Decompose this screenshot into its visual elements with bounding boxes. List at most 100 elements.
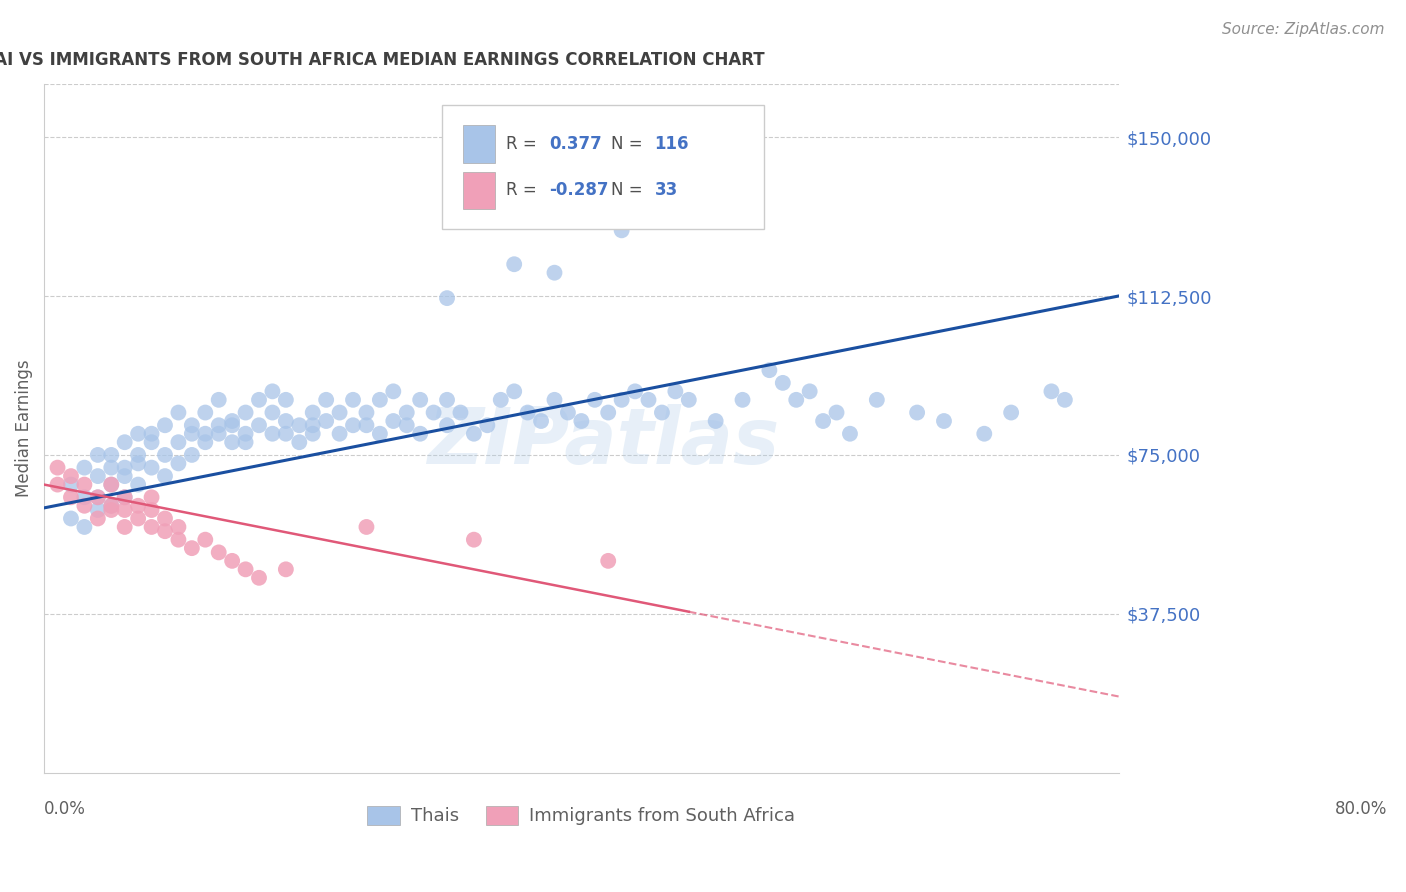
Bar [463,126,495,163]
Point [463,426,485,441]
Point [100,499,122,513]
Point [651,405,673,419]
Point [262,384,284,399]
Point [87,491,110,505]
Text: 116: 116 [654,135,689,153]
Point [315,392,337,407]
Y-axis label: Median Earnings: Median Earnings [15,359,32,497]
Point [543,266,565,280]
Point [247,418,270,433]
Point [100,448,122,462]
Point [221,554,243,568]
Point [637,392,659,407]
Point [180,426,202,441]
Point [180,448,202,462]
Text: N =: N = [612,135,648,153]
Bar [463,171,495,210]
Point [127,477,149,491]
Point [436,418,458,433]
Point [569,414,592,428]
Point [153,469,176,483]
Point [274,562,297,576]
Point [208,426,231,441]
Text: N =: N = [612,181,648,199]
Point [301,418,323,433]
Point [382,414,405,428]
Point [1040,384,1063,399]
Point [127,499,149,513]
Point [73,491,96,505]
Text: ZIPatlas: ZIPatlas [426,404,779,480]
Point [73,460,96,475]
Point [180,541,202,556]
Point [973,426,995,441]
Point [114,520,136,534]
Point [235,562,257,576]
Point [73,499,96,513]
Point [46,477,69,491]
Point [463,533,485,547]
Point [247,571,270,585]
Point [704,215,727,229]
Point [59,469,82,483]
Point [221,414,243,428]
Point [422,405,444,419]
Text: 0.377: 0.377 [550,135,602,153]
Point [73,477,96,491]
Point [450,405,472,419]
Point [127,511,149,525]
Point [59,511,82,525]
Point [59,491,82,505]
Point [932,414,955,428]
Point [87,503,110,517]
Text: 80.0%: 80.0% [1334,800,1388,818]
Point [610,223,633,237]
Point [167,457,190,471]
Point [235,405,257,419]
Legend: Thais, Immigrants from South Africa: Thais, Immigrants from South Africa [360,799,803,832]
Point [368,426,391,441]
Point [342,392,364,407]
Point [436,392,458,407]
Point [59,477,82,491]
Point [368,392,391,407]
Point [114,435,136,450]
Point [301,426,323,441]
Text: 0.0%: 0.0% [44,800,86,818]
Text: R =: R = [506,135,543,153]
Point [543,392,565,407]
Text: 33: 33 [654,181,678,199]
Point [503,384,526,399]
FancyBboxPatch shape [441,104,763,228]
Point [811,414,834,428]
Point [127,426,149,441]
Point [301,405,323,419]
Point [583,392,606,407]
Text: -0.287: -0.287 [550,181,609,199]
Point [153,511,176,525]
Point [503,257,526,271]
Point [114,503,136,517]
Point [127,457,149,471]
Point [194,435,217,450]
Point [436,291,458,305]
Point [100,477,122,491]
Point [489,392,512,407]
Point [141,520,163,534]
Point [87,448,110,462]
Text: R =: R = [506,181,543,199]
Point [785,392,807,407]
Point [356,520,378,534]
Point [866,392,889,407]
Point [329,405,352,419]
Point [221,418,243,433]
Point [194,533,217,547]
Point [1053,392,1076,407]
Text: THAI VS IMMIGRANTS FROM SOUTH AFRICA MEDIAN EARNINGS CORRELATION CHART: THAI VS IMMIGRANTS FROM SOUTH AFRICA MED… [0,51,765,69]
Point [208,545,231,559]
Point [87,491,110,505]
Point [530,414,553,428]
Point [409,392,432,407]
Point [356,418,378,433]
Point [208,418,231,433]
